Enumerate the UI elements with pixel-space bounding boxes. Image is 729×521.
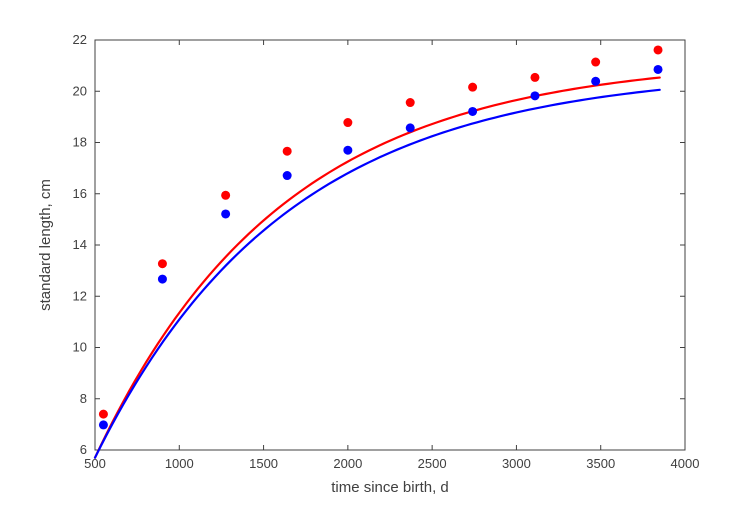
series-point-red-points — [468, 83, 477, 92]
series-point-blue-points — [158, 275, 167, 284]
series-point-red-points — [591, 58, 600, 67]
series-point-red-points — [99, 410, 108, 419]
x-axis-label: time since birth, d — [331, 479, 449, 496]
series-point-blue-points — [99, 420, 108, 429]
series-line-blue-line — [95, 90, 660, 458]
series-point-blue-points — [591, 77, 600, 86]
x-tick-label: 3500 — [586, 456, 615, 471]
series-point-blue-points — [654, 65, 663, 74]
x-tick-label: 4000 — [671, 456, 700, 471]
series-point-red-points — [283, 147, 292, 156]
y-tick-label: 8 — [80, 391, 87, 406]
y-tick-label: 18 — [73, 135, 87, 150]
x-tick-label: 1000 — [165, 456, 194, 471]
y-tick-label: 20 — [73, 83, 87, 98]
series-point-red-points — [530, 73, 539, 82]
series-point-red-points — [406, 98, 415, 107]
y-tick-label: 14 — [73, 237, 87, 252]
axes-box — [95, 40, 685, 450]
series-point-blue-points — [283, 171, 292, 180]
series-line-red-line — [95, 78, 660, 458]
series-point-red-points — [654, 45, 663, 54]
x-tick-label: 2000 — [333, 456, 362, 471]
y-axis-label: standard length, cm — [37, 179, 54, 311]
series-point-red-points — [221, 191, 230, 200]
y-tick-label: 12 — [73, 288, 87, 303]
series-point-blue-points — [406, 123, 415, 132]
series-point-red-points — [158, 259, 167, 268]
y-tick-label: 16 — [73, 186, 87, 201]
y-tick-label: 6 — [80, 442, 87, 457]
y-tick-label: 22 — [73, 32, 87, 47]
x-tick-label: 1500 — [249, 456, 278, 471]
series-point-blue-points — [530, 91, 539, 100]
y-tick-label: 10 — [73, 340, 87, 355]
series-point-blue-points — [221, 209, 230, 218]
series-point-blue-points — [468, 107, 477, 116]
x-tick-label: 3000 — [502, 456, 531, 471]
x-tick-label: 2500 — [418, 456, 447, 471]
chart-container: 5001000150020002500300035004000681012141… — [0, 0, 729, 521]
series-point-red-points — [343, 118, 352, 127]
growth-chart: 5001000150020002500300035004000681012141… — [0, 0, 729, 521]
series-point-blue-points — [343, 146, 352, 155]
